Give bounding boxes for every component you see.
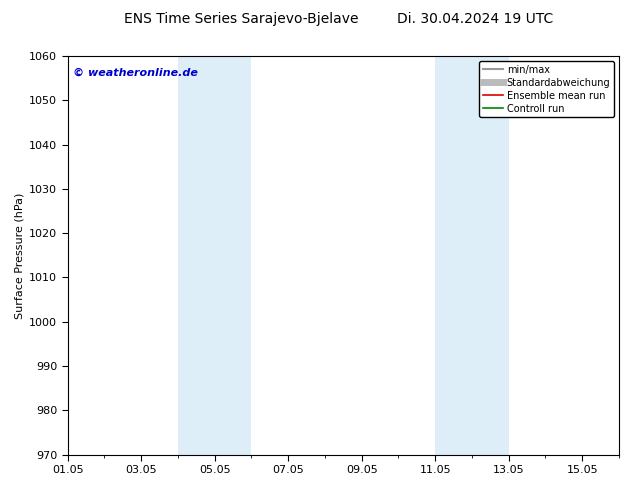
Bar: [178, 56, 252, 455]
Text: Di. 30.04.2024 19 UTC: Di. 30.04.2024 19 UTC: [398, 12, 553, 26]
Legend: min/max, Standardabweichung, Ensemble mean run, Controll run: min/max, Standardabweichung, Ensemble me…: [479, 61, 614, 118]
Text: © weatheronline.de: © weatheronline.de: [73, 68, 198, 78]
Bar: [435, 56, 508, 455]
Text: ENS Time Series Sarajevo-Bjelave: ENS Time Series Sarajevo-Bjelave: [124, 12, 358, 26]
Y-axis label: Surface Pressure (hPa): Surface Pressure (hPa): [15, 192, 25, 318]
